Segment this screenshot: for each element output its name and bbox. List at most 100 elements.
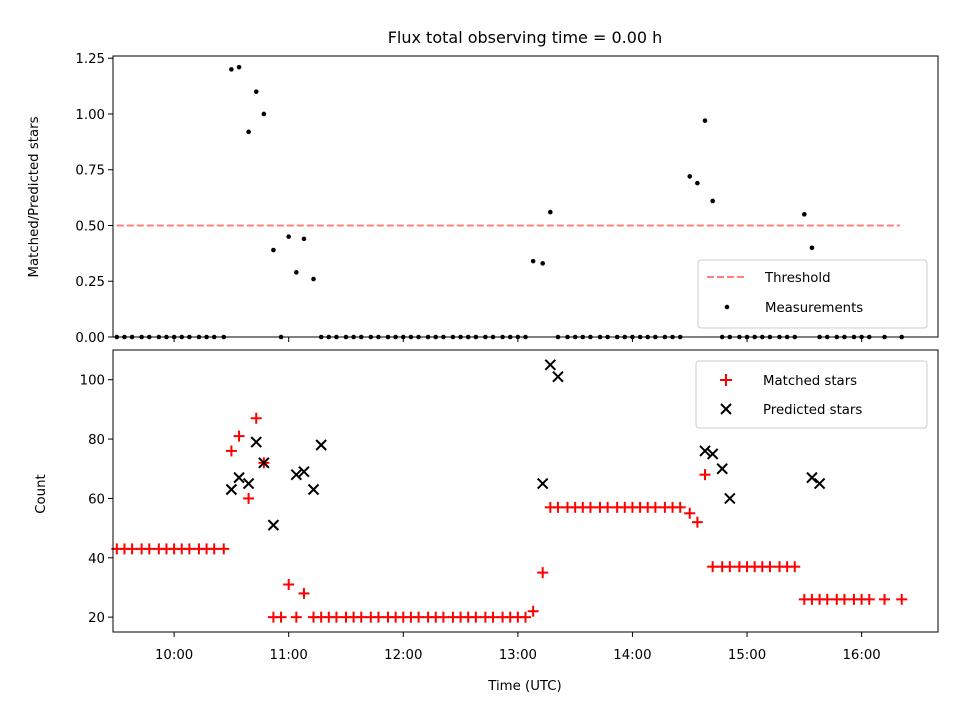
predicted-star-point <box>724 492 736 505</box>
x-tick-label: 15:00 <box>728 648 766 663</box>
matched-star-point <box>789 561 801 573</box>
matched-star-point <box>691 516 703 528</box>
predicted-star-point <box>544 359 557 371</box>
matched-star-point <box>143 543 155 555</box>
bottom-axes-frame <box>112 349 939 633</box>
matched-star-point <box>218 543 230 555</box>
x-tick-label: 12:00 <box>384 648 422 663</box>
measurement-point <box>253 89 259 94</box>
x-tick-label: 11:00 <box>270 648 308 663</box>
bottom-y-tick-label: 40 <box>88 552 105 567</box>
top-y-tick-label: 0.75 <box>75 164 105 179</box>
matched-star-point <box>699 469 711 481</box>
matched-star-point <box>821 593 833 605</box>
legend-measurements-label: Measurements <box>765 301 863 316</box>
predicted-star-point <box>813 477 826 490</box>
measurement-point <box>530 258 536 264</box>
predicted-star-point <box>552 371 564 383</box>
matched-star-point <box>233 430 245 442</box>
legend-predicted-marker <box>720 403 732 415</box>
predicted-star-point <box>315 439 327 451</box>
predicted-star-point <box>250 436 262 448</box>
top-y-tick-label: 1.00 <box>75 108 105 123</box>
matched-star-point <box>527 605 539 617</box>
matched-star-point <box>298 587 310 599</box>
bottom-x-ticks: 10:00 11:00 12:00 13:00 14:00 15:00 16:00 <box>155 632 881 663</box>
x-tick-label: 14:00 <box>613 648 651 663</box>
matched-star-point <box>290 611 302 623</box>
predicted-star-point <box>258 457 270 469</box>
matched-star-point <box>355 611 367 623</box>
legend-predicted-label: Predicted stars <box>763 403 862 418</box>
top-y-tick-label: 0.50 <box>75 219 105 234</box>
matched-star-point <box>863 593 875 605</box>
bottom-y-tick-label: 60 <box>88 492 105 507</box>
measurement-point <box>236 64 242 70</box>
top-y-tick-label: 0.25 <box>75 275 105 290</box>
predicted-star-point <box>806 471 818 484</box>
x-tick-label: 13:00 <box>499 648 537 663</box>
bottom-legend: Matched stars Predicted stars <box>695 360 928 429</box>
matched-star-point <box>584 501 596 513</box>
matched-star-point <box>372 611 384 623</box>
predicted-star-point <box>242 477 255 490</box>
bottom-y-tick-label: 100 <box>80 374 105 389</box>
matched-star-point <box>552 501 564 513</box>
predicted-star-point <box>290 468 303 481</box>
bottom-y-axis-label: Count <box>34 474 49 514</box>
predicted-star-point <box>267 519 280 531</box>
measurement-point <box>229 67 234 72</box>
matched-star-point <box>707 561 719 573</box>
legend-matched-marker <box>720 374 732 386</box>
x-axis-label: Time (UTC) <box>487 679 562 694</box>
measurement-point <box>261 111 267 117</box>
measurement-point <box>802 212 807 217</box>
predicted-star-point <box>536 477 549 490</box>
measurement-point <box>540 261 545 266</box>
legend-measurements-marker <box>724 304 730 310</box>
measurement-point <box>702 118 708 123</box>
measurement-point <box>271 247 276 253</box>
top-y-tick-label: 0.00 <box>75 331 105 346</box>
top-axes: 0.00 0.25 0.50 0.75 1.00 1.25 Matched/Predict… <box>27 52 939 346</box>
measurement-point <box>710 198 715 204</box>
x-tick-label: 16:00 <box>842 648 880 663</box>
matched-star-point <box>602 501 614 513</box>
x-tick-label: 10:00 <box>155 648 193 663</box>
predicted-star-point <box>699 445 711 457</box>
measurement-point <box>286 234 291 239</box>
predicted-star-point <box>225 483 238 496</box>
measurement-point <box>548 209 553 215</box>
bottom-y-tick-label: 80 <box>88 433 105 448</box>
matched-star-point <box>724 561 736 573</box>
legend-matched-label: Matched stars <box>763 374 857 389</box>
matched-star-point <box>537 567 549 579</box>
matched-star-point <box>487 611 499 623</box>
matched-star-point <box>520 611 531 623</box>
matched-star-point <box>275 611 287 623</box>
matched-star-point <box>126 543 138 555</box>
predicted-star-point <box>233 471 245 484</box>
predicted-star-point <box>716 463 728 475</box>
matched-star-point <box>879 593 891 605</box>
matched-star-point <box>330 611 342 623</box>
bottom-plot-area <box>111 359 908 623</box>
matched-star-point <box>243 492 255 504</box>
measurement-point <box>294 270 299 275</box>
top-legend: Threshold Measurements <box>697 259 928 329</box>
predicted-star-point <box>706 448 719 460</box>
top-y-ticks: 0.00 0.25 0.50 0.75 1.00 1.25 <box>75 52 113 346</box>
top-x-ticks <box>173 337 863 342</box>
measurement-point <box>695 180 700 186</box>
matched-star-point <box>674 501 686 513</box>
chart-title: Flux total observing time = 0.00 h <box>388 28 663 47</box>
measurement-point <box>809 245 815 251</box>
predicted-star-point <box>307 483 320 496</box>
matched-star-point <box>225 445 237 457</box>
measurement-point <box>687 174 693 179</box>
top-y-axis-label: Matched/Predicted stars <box>27 116 42 277</box>
matched-star-point <box>838 593 850 605</box>
measurement-point <box>301 236 307 242</box>
measurement-point <box>246 129 251 135</box>
